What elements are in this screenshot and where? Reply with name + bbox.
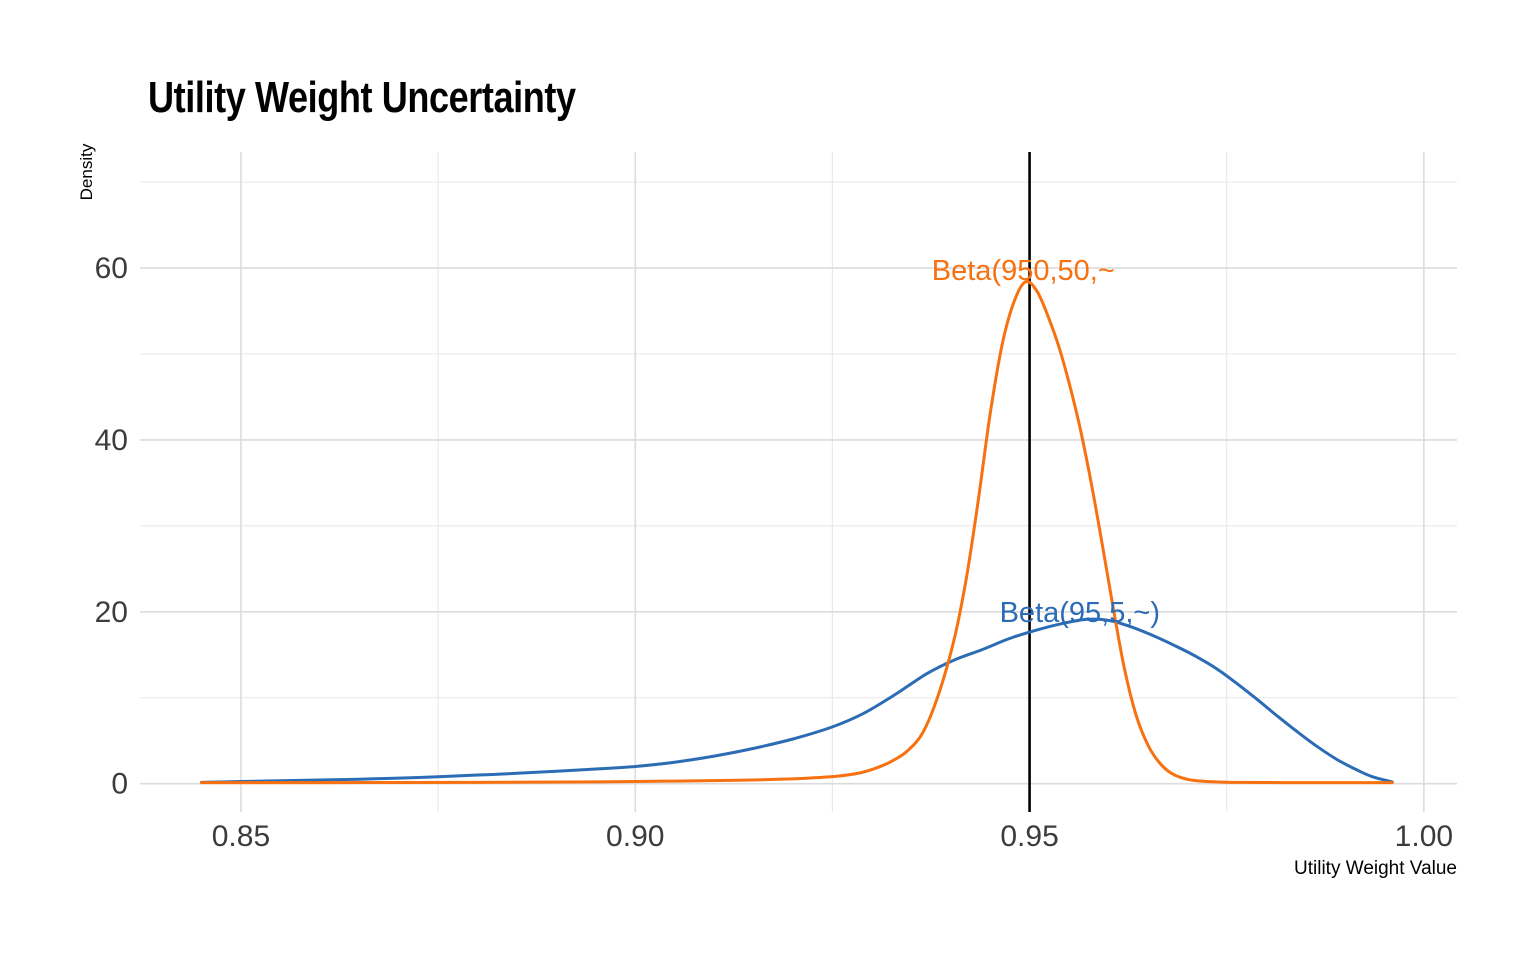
y-tick-label: 40 [95, 424, 128, 457]
curve-label-0: Beta(950,50,~ [932, 255, 1115, 287]
x-tick-label: 1.00 [1395, 820, 1453, 853]
y-tick-label: 60 [95, 252, 128, 285]
y-axis-title: Density [77, 143, 96, 200]
density-curve-1 [200, 279, 1394, 785]
x-tick-label: 0.90 [606, 820, 664, 853]
x-axis-title: Utility Weight Value [1294, 858, 1457, 879]
density-curve-0 [200, 617, 1394, 784]
x-tick-label: 0.85 [212, 820, 270, 853]
y-tick-label: 0 [111, 768, 128, 801]
x-tick-label: 0.95 [1000, 820, 1058, 853]
chart-title: Utility Weight Uncertainty [148, 73, 576, 122]
curve-label-1: Beta(95,5,~) [1000, 597, 1160, 629]
y-tick-label: 20 [95, 596, 128, 629]
